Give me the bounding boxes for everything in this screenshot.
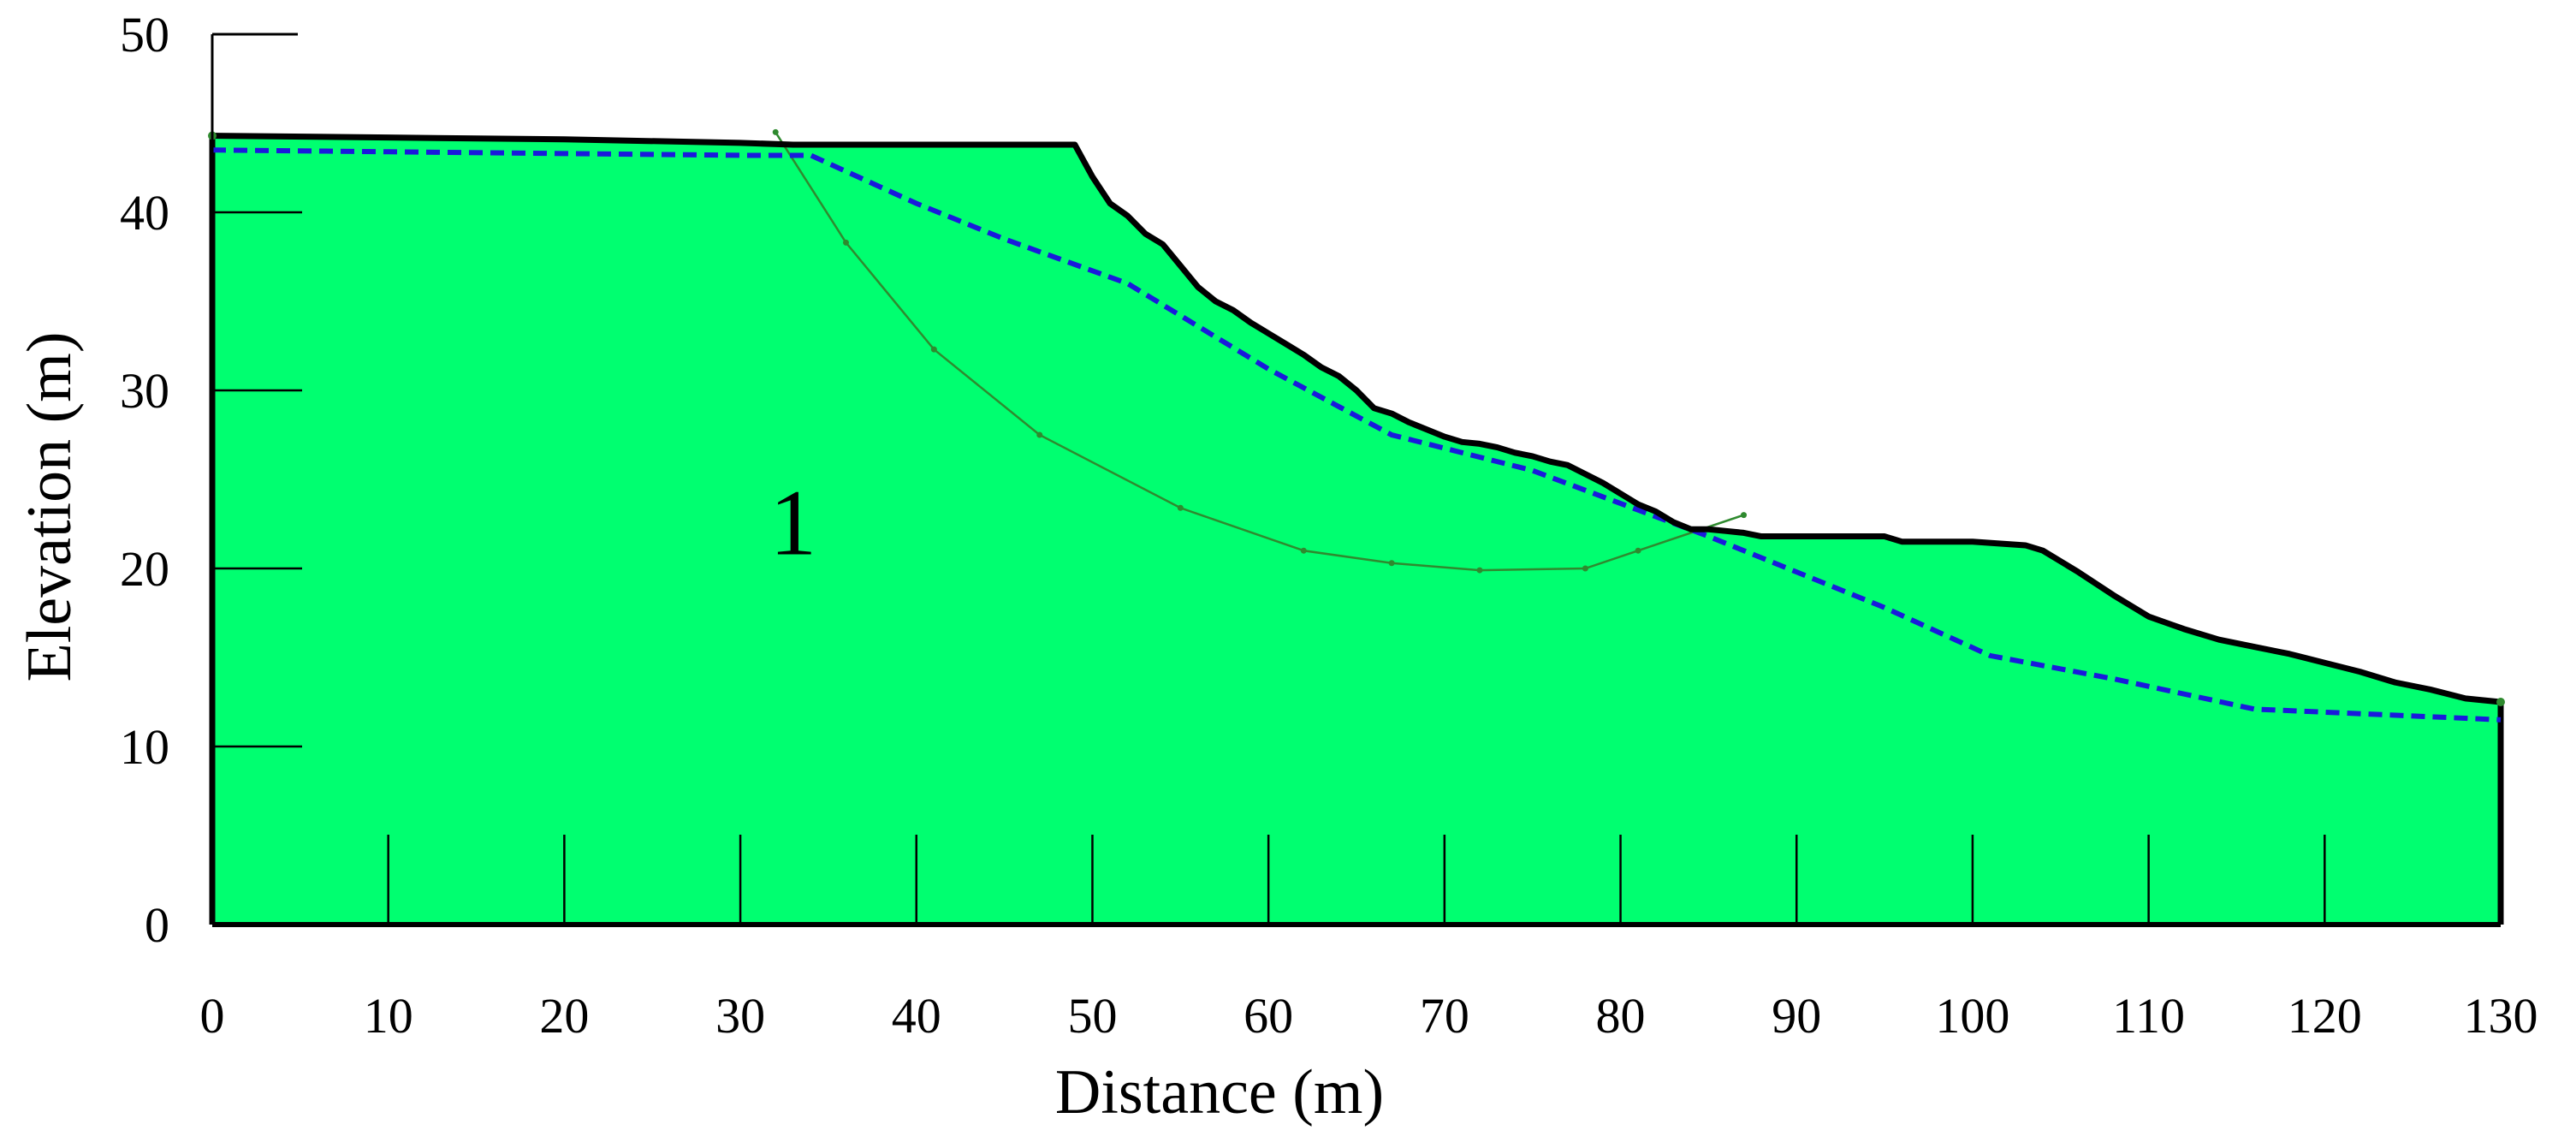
x-tick-label: 70 [1420,988,1469,1044]
slip-surface-point [1741,512,1748,519]
slip-surface-point [1635,547,1641,554]
phreatic-line [211,147,2502,723]
x-tick-label: 110 [2112,988,2185,1044]
x-tick-label: 130 [2464,988,2538,1044]
x-tick-label: 100 [1935,988,2009,1044]
slip-surface-point [1300,547,1307,554]
slip-surface-point [1388,560,1395,567]
slip-surface-point [1476,567,1483,574]
slip-surface-point [772,128,779,135]
y-tick-label: 0 [145,897,169,953]
soil-region [212,135,2501,925]
y-tick-label: 30 [120,363,169,419]
y-tick-label: 10 [120,719,169,775]
axes: 0 10 20 30 40 50 60 70 80 90 100 110 120 130 0 10 20 30 4… [120,7,2538,1044]
slip-surface-point [1177,504,1184,511]
y-axis-title: Elevation (m) [15,332,85,682]
y-tick-label: 40 [120,185,169,241]
x-tick-label: 60 [1243,988,1293,1044]
y-tick-label: 20 [120,541,169,597]
slip-surface-point [1036,431,1043,438]
ground-end-marker [2496,698,2505,706]
x-ticks: 0 10 20 30 40 50 60 70 80 90 100 110 120 130 [200,835,2538,1044]
x-tick-label: 0 [200,988,225,1044]
x-tick-label: 90 [1772,988,1821,1044]
slip-surface-point [1582,565,1588,572]
ground-surface-line [211,133,2502,705]
plot-area [208,128,2505,925]
slip-surface-point [842,239,849,246]
x-tick-label: 10 [364,988,413,1044]
x-axis-title: Distance (m) [1055,1057,1384,1127]
slip-surface-point [930,346,937,353]
x-tick-label: 20 [539,988,589,1044]
x-tick-label: 40 [892,988,941,1044]
y-tick-label: 50 [120,7,169,62]
region-label: 1 [769,471,816,575]
x-tick-label: 30 [715,988,765,1044]
y-ticks: 0 10 20 30 40 50 [120,7,302,953]
x-tick-label: 80 [1596,988,1646,1044]
x-tick-label: 50 [1067,988,1117,1044]
x-tick-label: 120 [2288,988,2362,1044]
